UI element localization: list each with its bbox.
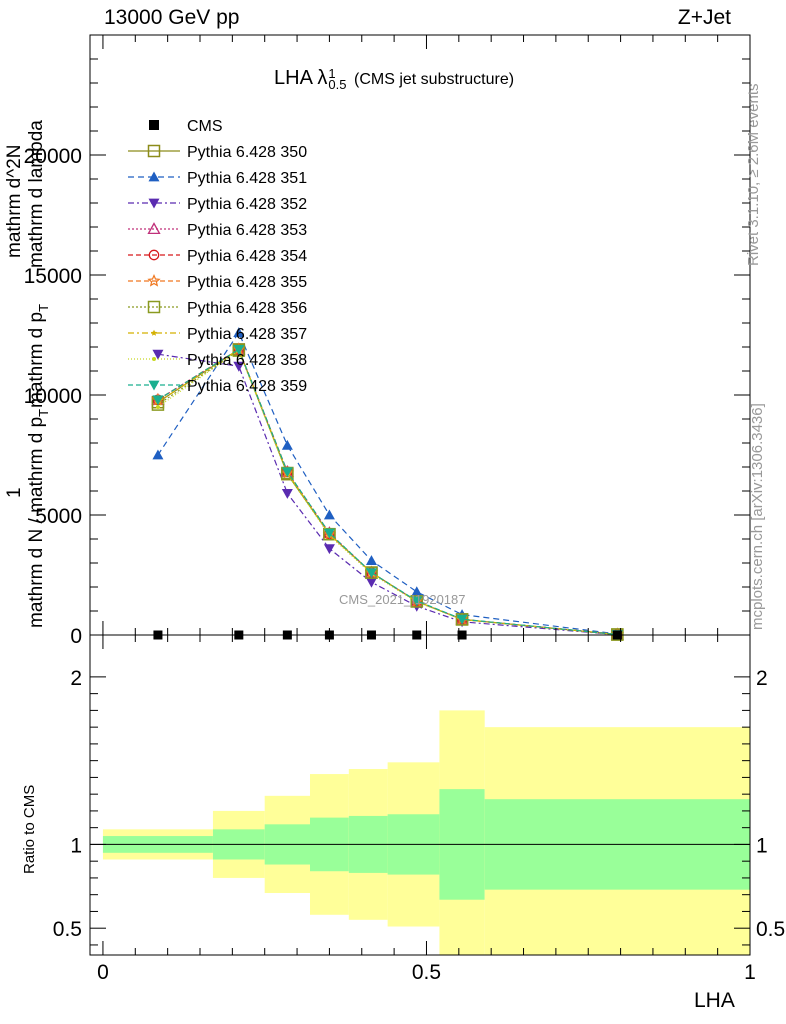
series-3-point-0: [152, 349, 164, 360]
series-3-point-3: [323, 544, 335, 555]
series-3-point-1: [233, 361, 245, 372]
mcplots-credit-label: mcplots.cern.ch [arXiv:1306.3436]: [749, 403, 766, 630]
series-10-point-4: [365, 568, 377, 579]
legend-label-1: Pythia 6.428 350: [187, 144, 307, 161]
main-y-tick-label-0: 0: [70, 625, 82, 648]
series-2-point-0: [152, 449, 164, 460]
series-2-point-5: [411, 586, 423, 597]
axis-ticks: [90, 34, 751, 955]
series-10-point-1: [233, 345, 245, 355]
ratio-y-tick-label-left-2: 2: [70, 667, 82, 690]
legend-label-0: CMS: [187, 118, 223, 135]
ratio-y-axis-label: Ratio to CMS: [21, 784, 38, 874]
series-line-10: [157, 348, 618, 636]
y-axis-label-denominator: mathrm d N / mathrm d pT: [26, 408, 51, 628]
legend-marker-4: [147, 222, 161, 235]
legend-marker-2: [148, 171, 160, 182]
series-3-point-2: [281, 489, 293, 499]
series-line-2: [157, 331, 618, 635]
chart-title: LHA λ 1 0.5 (CMS jet substructure): [274, 65, 515, 92]
legend-label-5: Pythia 6.428 354: [187, 248, 307, 265]
ratio-y-tick-label-right-1: 1: [756, 834, 768, 857]
chart-title-main: LHA λ: [274, 67, 328, 89]
series-10: [152, 345, 623, 641]
x-tick-label-2: 1: [744, 961, 756, 984]
rivet-version-label: Rivet 3.1.10, ≥ 2.6M events: [745, 83, 762, 267]
ratio-y-tick-label-left-0: 0.5: [53, 918, 82, 941]
legend-label-3: Pythia 6.428 352: [187, 196, 307, 213]
series-2-point-4: [365, 555, 377, 565]
series-10-point-6: [456, 614, 468, 625]
legend-marker-5: [148, 249, 160, 261]
chart-title-sup: 1: [328, 65, 336, 81]
series-3-point-4: [365, 577, 377, 588]
legend-marker-3: [148, 198, 160, 209]
series-line-9: [157, 349, 618, 636]
legend-label-6: Pythia 6.428 355: [187, 274, 307, 291]
main-series: [151, 327, 625, 641]
legend-label-2: Pythia 6.428 351: [187, 170, 307, 187]
series-10-point-5: [411, 596, 423, 607]
series-2-point-3: [323, 509, 335, 520]
legend-marker-10: [148, 380, 160, 391]
plot-frames: [89, 34, 751, 956]
legend-marker-9: [152, 357, 156, 361]
main-y-tick-label-2: 10000: [24, 385, 82, 408]
legend-marker-7: [147, 300, 161, 314]
legend-label-7: Pythia 6.428 356: [187, 300, 307, 317]
y-axis-label-top-numerator: mathrm d^2N: [4, 144, 25, 258]
y-axis-label-secondary: mathrm d pT: [26, 303, 51, 408]
ratio-y-tick-label-left-1: 1: [70, 834, 82, 857]
header-right-label: Z+Jet: [677, 6, 731, 29]
x-tick-label-1: 0.5: [412, 961, 441, 984]
series-10-point-2: [281, 467, 293, 478]
y-axis-label-top-denominator: mathrm d lambda: [26, 120, 47, 268]
series-2-point-2: [281, 439, 293, 450]
ratio-y-tick-label-right-2: 2: [756, 667, 768, 690]
series-10-point-3: [323, 528, 335, 539]
chart-title-sub: 0.5: [328, 76, 347, 92]
ratio-plot-frame: [89, 634, 751, 956]
x-axis-label: LHA: [694, 989, 735, 1012]
series-10-point-0: [152, 395, 164, 406]
x-tick-label-0: 0: [97, 961, 109, 984]
legend-label-8: Pythia 6.428 357: [187, 326, 307, 343]
legend: CMS Pythia 6.428 350 Pythia 6.428 351 Pythi…: [128, 118, 307, 395]
analysis-watermark: CMS_2021_I1920187: [339, 592, 466, 607]
series-2-point-1: [233, 327, 245, 337]
legend-marker-8: [150, 329, 158, 336]
chart-title-suffix: (CMS jet substructure): [354, 71, 515, 88]
legend-label-9: Pythia 6.428 358: [187, 352, 307, 369]
main-y-tick-label-4: 20000: [24, 145, 82, 168]
legend-marker-0: [149, 120, 159, 130]
legend-marker-6: [147, 273, 161, 287]
legend-marker-1: [147, 144, 161, 158]
main-y-tick-label-3: 15000: [24, 265, 82, 288]
series-9-point-0: [155, 405, 160, 409]
ratio-y-tick-label-right-0: 0.5: [756, 918, 785, 941]
ratio-bands: [102, 710, 750, 955]
header-left-label: 13000 GeV pp: [104, 6, 240, 29]
legend-label-4: Pythia 6.428 353: [187, 222, 307, 239]
series-7-point-5: [410, 595, 424, 608]
legend-label-10: Pythia 6.428 359: [187, 378, 307, 395]
series-2: [152, 327, 623, 639]
y-axis-label-numerator-one: 1: [4, 487, 25, 498]
main-y-tick-label-1: 5000: [35, 505, 82, 528]
